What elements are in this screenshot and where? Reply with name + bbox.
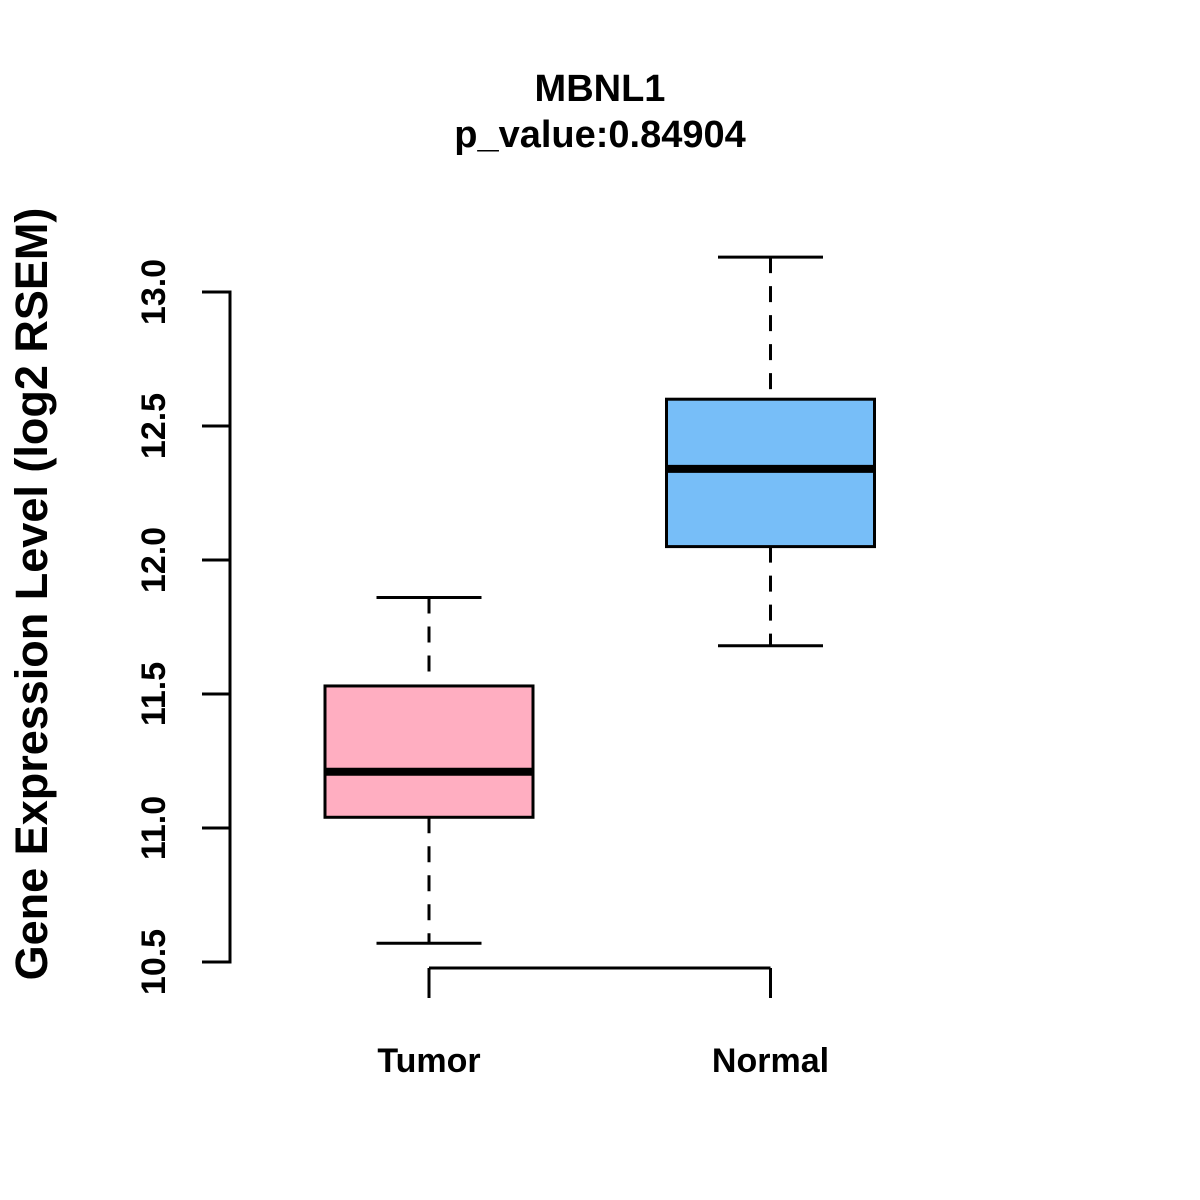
iqr-box-normal: [665, 397, 876, 549]
x-axis: Tumor Normal: [377, 966, 829, 1080]
boxplots: [323, 255, 876, 945]
y-axis-tick-label: 13.0: [135, 259, 173, 325]
plot-title-block: MBNL1 p_value:0.84904: [230, 66, 970, 158]
y-axis-tick-label: 10.5: [135, 929, 173, 995]
y-axis-tick-label: 11.5: [135, 662, 173, 726]
x-axis-label-normal: Normal: [712, 1042, 829, 1080]
iqr-box-tumor: [323, 684, 535, 819]
boxplot-normal: [665, 255, 876, 648]
y-axis: 13.0 12.5 12.0 11.5 11.0 10.5: [135, 259, 232, 995]
y-axis-tick-label: 12.0: [135, 527, 173, 593]
plot-title: MBNL1: [534, 68, 666, 110]
boxplot-tumor: [323, 596, 535, 945]
x-axis-label-tumor: Tumor: [377, 1042, 480, 1080]
y-axis-tick-label: 11.0: [135, 796, 173, 860]
y-axis-tick-label: 12.5: [135, 393, 173, 459]
plot-subtitle: p_value:0.84904: [454, 114, 746, 156]
